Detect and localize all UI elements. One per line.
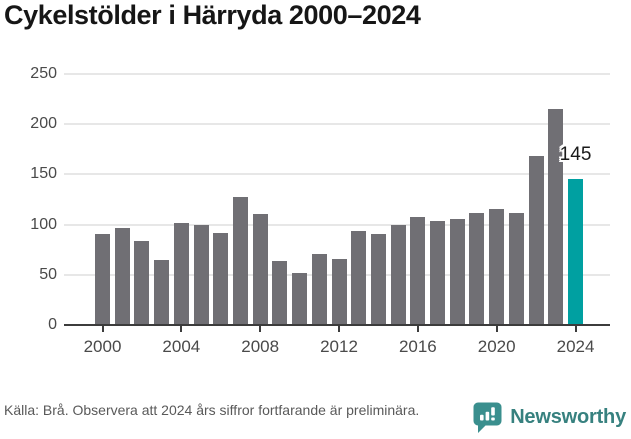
newsworthy-icon-svg xyxy=(473,402,502,433)
bar-2004 xyxy=(173,222,189,325)
x-tick-label-2020: 2020 xyxy=(477,337,516,356)
gridline-100 xyxy=(64,223,610,226)
y-tick-label-0: 0 xyxy=(48,316,57,333)
x-tick-label-2004: 2004 xyxy=(162,337,201,356)
newsworthy-logo[interactable]: Newsworthy xyxy=(473,399,626,435)
bar-2008 xyxy=(252,213,268,325)
bar-2000 xyxy=(95,233,110,325)
bar-2007 xyxy=(232,197,248,325)
y-tick-label-150: 150 xyxy=(30,165,57,183)
bar-2022 xyxy=(528,156,544,325)
bar-2024-highlight xyxy=(568,179,584,325)
bar-2021 xyxy=(508,212,524,325)
bar-2014 xyxy=(370,233,386,325)
y-tick-label-100: 100 xyxy=(30,215,57,233)
bar-2015 xyxy=(390,224,406,325)
x-tick-mark-2024 xyxy=(574,326,577,332)
bar-2005 xyxy=(193,224,209,325)
bar-2020 xyxy=(489,208,505,325)
bar-2017 xyxy=(430,220,446,325)
x-tick-label-2012: 2012 xyxy=(320,337,358,356)
y-tick-label-250: 250 xyxy=(30,65,57,82)
x-tick-label-2016: 2016 xyxy=(398,337,437,356)
x-tick-mark-2008 xyxy=(259,326,262,332)
x-tick-label-2000: 2000 xyxy=(83,337,122,356)
x-tick-mark-2016 xyxy=(416,326,419,332)
bar-2010 xyxy=(292,272,308,325)
x-tick-mark-2020 xyxy=(495,326,498,332)
bar-2009 xyxy=(272,260,288,325)
chart-title: Cykelstölder i Härryda 2000–2024 xyxy=(4,0,421,30)
x-tick-mark-2012 xyxy=(338,326,341,332)
gridline-150 xyxy=(64,173,610,176)
x-tick-mark-2000 xyxy=(101,326,104,332)
bar-2019 xyxy=(469,212,485,325)
bar-2006 xyxy=(213,232,229,325)
bar-2001 xyxy=(114,227,130,325)
bar-2016 xyxy=(410,216,426,325)
bar-2018 xyxy=(449,218,465,325)
x-tick-label-2008: 2008 xyxy=(241,337,280,356)
bar-2011 xyxy=(311,253,327,325)
x-axis-line xyxy=(64,324,610,326)
highlight-value-label: 145 xyxy=(559,144,592,165)
bar-2023 xyxy=(548,109,564,325)
newsworthy-speech-bubble-chart-icon xyxy=(473,401,503,434)
bar-2012 xyxy=(331,258,347,325)
gridline-250 xyxy=(64,73,610,75)
y-tick-label-50: 50 xyxy=(39,265,57,283)
gridline-200 xyxy=(64,123,610,126)
x-tick-mark-2004 xyxy=(180,326,183,332)
x-tick-label-2024: 2024 xyxy=(556,337,595,356)
newsworthy-logo-text: Newsworthy xyxy=(510,405,626,428)
bar-2003 xyxy=(154,259,170,325)
source-note: Källa: Brå. Observera att 2024 års siffr… xyxy=(4,402,420,418)
bar-2013 xyxy=(351,230,367,325)
bar-2002 xyxy=(134,240,150,325)
y-tick-label-200: 200 xyxy=(30,115,57,133)
